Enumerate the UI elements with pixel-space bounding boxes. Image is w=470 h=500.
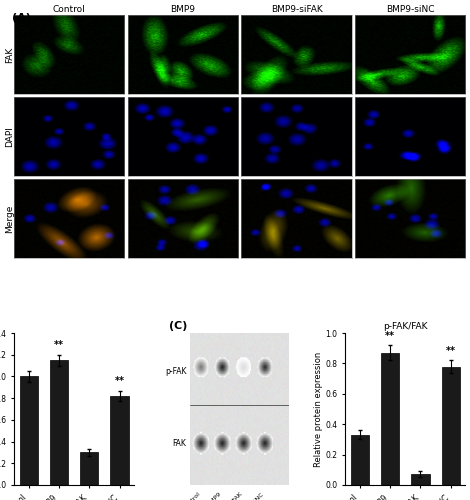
- Bar: [50, 360, 68, 485]
- Text: (C): (C): [169, 321, 187, 331]
- Text: **: **: [115, 376, 125, 386]
- Y-axis label: FAK: FAK: [6, 46, 15, 63]
- Bar: [411, 474, 430, 485]
- Text: p-FAK: p-FAK: [165, 366, 187, 376]
- Y-axis label: DAPI: DAPI: [6, 126, 15, 147]
- Bar: [110, 396, 129, 485]
- Text: **: **: [446, 346, 456, 356]
- Title: BMP9-siNC: BMP9-siNC: [386, 5, 434, 14]
- Title: p-FAK/FAK: p-FAK/FAK: [383, 322, 428, 331]
- Bar: [20, 376, 38, 485]
- Bar: [442, 366, 460, 485]
- Y-axis label: Merge: Merge: [6, 204, 15, 233]
- Text: **: **: [385, 330, 395, 340]
- Title: BMP9: BMP9: [171, 5, 196, 14]
- Bar: [351, 435, 369, 485]
- Text: FAK: FAK: [172, 440, 187, 448]
- Text: BMP9-siNC: BMP9-siNC: [237, 491, 265, 500]
- Title: Control: Control: [53, 5, 86, 14]
- Y-axis label: Relative protein expression: Relative protein expression: [314, 352, 323, 467]
- Text: Control: Control: [181, 491, 201, 500]
- Text: BMP9-siFAK: BMP9-siFAK: [215, 491, 243, 500]
- Text: BMP9: BMP9: [206, 491, 222, 500]
- Bar: [381, 353, 399, 485]
- Text: **: **: [54, 340, 64, 350]
- Text: (A): (A): [12, 12, 31, 22]
- Title: BMP9-siFAK: BMP9-siFAK: [271, 5, 322, 14]
- Bar: [80, 452, 98, 485]
